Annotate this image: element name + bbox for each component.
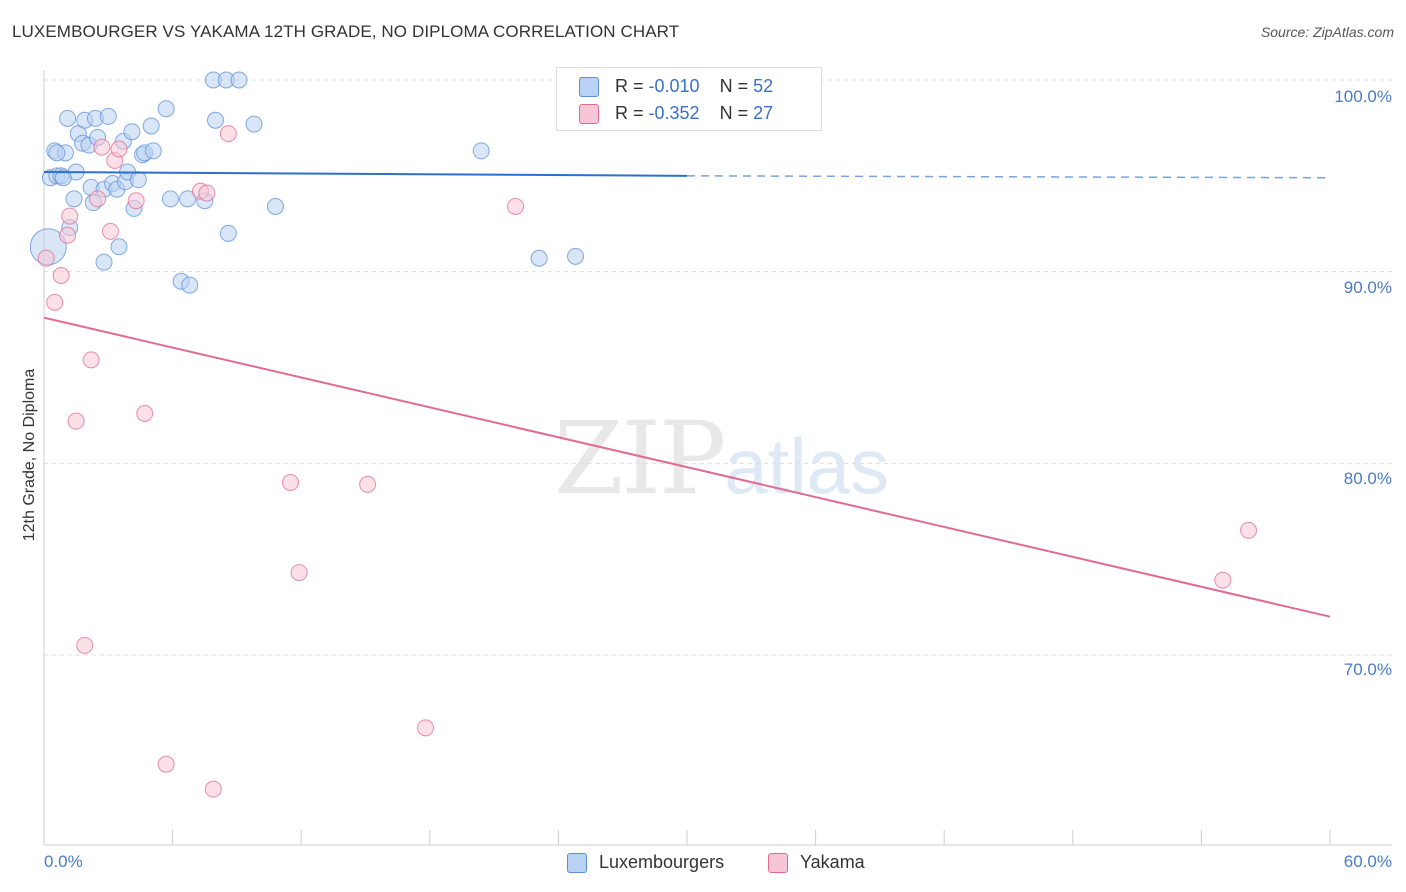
x-tick-label-0: 0.0% <box>44 852 83 871</box>
point-luxembourgers <box>206 111 224 129</box>
point-luxembourgers <box>48 144 66 162</box>
trendline-luxembourgers <box>43 171 688 177</box>
bottom-legend-label: Luxembourgers <box>599 852 725 872</box>
point-yakama <box>281 474 299 491</box>
watermark-zip: ZIP <box>554 400 726 517</box>
chart-title: LUXEMBOURGER VS YAKAMA 12TH GRADE, NO DI… <box>12 22 680 41</box>
point-yakama <box>1214 571 1232 589</box>
point-luxembourgers <box>129 171 147 189</box>
watermark: ZIPatlas <box>554 400 889 517</box>
bottom-legend-swatch-blue <box>567 852 587 873</box>
point-yakama <box>67 412 85 430</box>
point-luxembourgers <box>567 247 585 265</box>
point-luxembourgers <box>110 238 128 256</box>
point-yakama <box>157 755 175 773</box>
trendline-luxembourgers-extension <box>686 175 1331 179</box>
point-yakama <box>127 192 145 210</box>
point-yakama <box>59 226 77 244</box>
point-yakama <box>89 190 107 208</box>
point-yakama <box>93 138 111 156</box>
bottom-legend-label: Yakama <box>800 852 865 872</box>
point-yakama <box>61 207 79 225</box>
point-luxembourgers <box>142 117 160 135</box>
point-yakama <box>76 636 94 654</box>
point-yakama <box>110 140 128 158</box>
point-luxembourgers <box>123 123 141 141</box>
bottom-legend-luxembourgers: Luxembourgers <box>567 852 724 873</box>
x-tick-label-60: 60.0% <box>1343 852 1392 871</box>
point-yakama <box>204 780 222 798</box>
legend-r-label: R = <box>615 76 644 96</box>
point-yakama <box>37 249 55 267</box>
point-luxembourgers <box>59 109 77 127</box>
legend-row-yakama: R = -0.352 N = 27 <box>579 103 773 124</box>
legend-r-value: -0.352 <box>648 103 700 123</box>
point-yakama <box>198 184 216 202</box>
bottom-legend-yakama: Yakama <box>768 852 865 873</box>
point-luxembourgers <box>179 190 197 208</box>
y-tick-label-90: 90.0% <box>1343 278 1392 297</box>
point-yakama <box>417 719 435 737</box>
source-label: Source: ZipAtlas.com <box>1260 24 1394 40</box>
point-luxembourgers <box>54 169 72 187</box>
point-luxembourgers <box>65 190 83 208</box>
correlation-legend: R = -0.010 N = 52 R = -0.352 N = 27 <box>556 67 822 131</box>
legend-n-value: 27 <box>753 103 774 123</box>
legend-n-label: N = <box>719 103 749 123</box>
y-axis-label: 12th Grade, No Diploma <box>21 368 38 542</box>
trendline-yakama <box>43 316 1331 618</box>
point-luxembourgers <box>219 224 237 242</box>
point-luxembourgers <box>266 198 284 215</box>
point-yakama <box>507 198 525 215</box>
point-luxembourgers <box>157 100 175 118</box>
legend-row-luxembourgers: R = -0.010 N = 52 <box>579 76 773 97</box>
legend-n-label: N = <box>719 76 749 96</box>
point-luxembourgers <box>161 190 179 208</box>
y-tick-label-80: 80.0% <box>1343 469 1392 488</box>
point-yakama <box>46 293 64 311</box>
legend-swatch-blue <box>579 76 599 97</box>
point-luxembourgers <box>230 71 248 89</box>
y-tick-label-70: 70.0% <box>1343 660 1392 679</box>
point-luxembourgers <box>95 253 113 271</box>
point-yakama <box>52 267 70 284</box>
bottom-legend-swatch-pink <box>768 852 788 873</box>
point-yakama <box>290 564 308 582</box>
legend-swatch-pink <box>579 103 599 124</box>
legend-r-label: R = <box>615 103 644 123</box>
point-luxembourgers <box>181 276 199 294</box>
point-luxembourgers <box>245 115 263 133</box>
point-luxembourgers <box>530 249 548 267</box>
point-yakama <box>359 475 377 493</box>
y-tick-label-100: 100.0% <box>1334 87 1392 106</box>
point-yakama <box>82 351 100 369</box>
point-yakama <box>1240 521 1258 539</box>
legend-r-value: -0.010 <box>648 76 700 96</box>
point-yakama <box>136 405 154 422</box>
point-luxembourgers <box>144 142 162 160</box>
point-luxembourgers <box>472 142 490 160</box>
point-yakama <box>219 125 237 143</box>
legend-n-value: 52 <box>753 76 774 96</box>
point-luxembourgers <box>99 107 117 125</box>
point-yakama <box>101 222 119 240</box>
